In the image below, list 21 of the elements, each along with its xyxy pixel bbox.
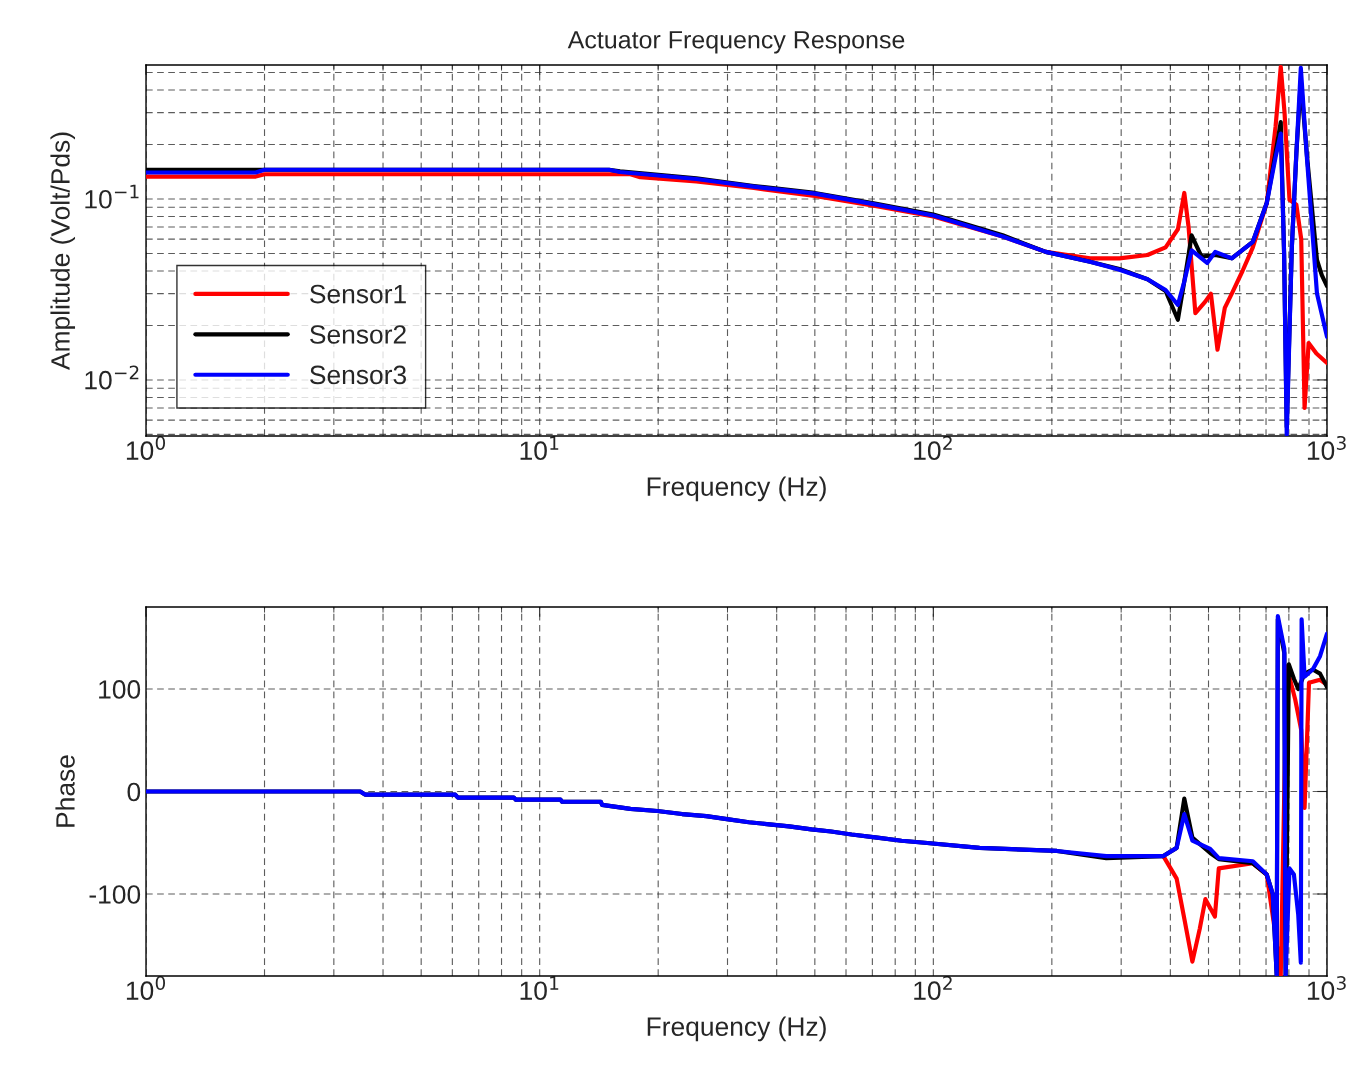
x-axis-title: Frequency (Hz): [647, 476, 826, 502]
y-tick-label: 10$^{−1}$: [85, 184, 139, 209]
x-tick-label: 10$^{0}$: [126, 975, 166, 1001]
y-tick-label: 0: [127, 782, 141, 802]
y-tick-label: 10$^{−2}$: [85, 365, 139, 390]
y-tick-label: -100: [89, 885, 141, 904]
x-tick-label: 10$^{2}$: [914, 435, 952, 461]
y-tick-label: 100: [99, 680, 141, 699]
x-tick-label: 10$^{1}$: [520, 976, 559, 1001]
x-tick-label: 10$^{0}$: [126, 435, 166, 461]
x-axis-title: Frequency (Hz): [647, 1016, 826, 1042]
x-tick-label: 10$^{2}$: [914, 975, 952, 1001]
legend-label: Sensor1: [310, 284, 406, 304]
x-tick-label: 10$^{1}$: [520, 436, 559, 461]
legend-label: Sensor3: [310, 365, 406, 385]
legend-label: Sensor2: [310, 325, 406, 344]
x-tick-label: 10$^{3}$: [1307, 975, 1346, 1001]
y-axis-title: Amplitude (Volt/Pds): [50, 132, 76, 370]
chart-title: Actuator Frequency Response: [567, 31, 905, 54]
y-axis-title: Phase: [55, 755, 75, 827]
x-tick-label: 10$^{3}$: [1307, 435, 1346, 461]
